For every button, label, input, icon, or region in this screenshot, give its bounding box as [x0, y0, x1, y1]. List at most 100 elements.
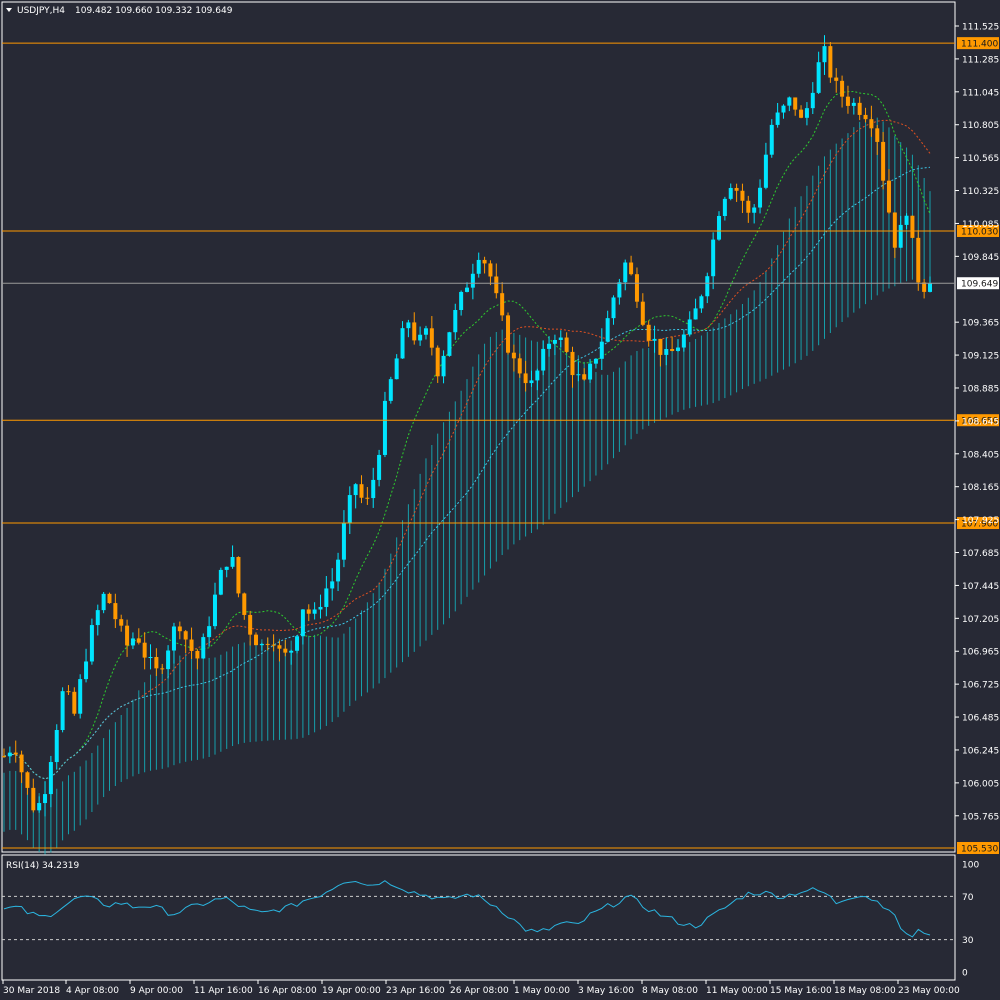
candle: [224, 566, 229, 578]
candle: [148, 644, 153, 670]
candle-body: [19, 754, 24, 773]
candle: [130, 632, 135, 650]
candle-body: [166, 650, 171, 670]
candle: [242, 592, 247, 620]
candle-body: [394, 358, 399, 380]
candle-body: [207, 626, 212, 638]
candle-body: [881, 141, 886, 181]
candle-body: [482, 259, 487, 264]
candle-body: [37, 803, 42, 811]
y-tick-label: 111.045: [962, 88, 999, 98]
candle-body: [201, 637, 206, 659]
candle: [418, 326, 423, 346]
candle-body: [406, 322, 411, 329]
candle: [781, 104, 786, 119]
candle: [377, 449, 382, 487]
y-tick-label: 107.205: [962, 615, 999, 625]
candle: [312, 602, 317, 620]
candle: [43, 781, 48, 817]
candle-body: [793, 97, 798, 110]
candle-body: [347, 495, 352, 523]
y-tick-label: 110.565: [962, 154, 999, 164]
candle-body: [470, 273, 475, 288]
candle: [681, 329, 686, 352]
horizontal-levels[interactable]: 111.400 110.030 108.650 107.900 105.530 109.6…: [2, 37, 999, 855]
candle-body: [857, 102, 862, 115]
candle: [828, 41, 833, 83]
y-tick-label: 110.325: [962, 187, 999, 197]
candle-body: [523, 373, 528, 384]
candle-body: [722, 198, 727, 216]
x-tick-label: 23 May 00:00: [898, 986, 960, 996]
y-tick-label: 111.285: [962, 55, 999, 65]
level-label: 110.030: [961, 227, 998, 237]
y-tick-label: 108.405: [962, 450, 999, 460]
level-label: 105.530: [961, 845, 998, 855]
candle: [283, 639, 288, 657]
candle: [675, 339, 680, 352]
candle: [7, 746, 12, 764]
candle-body: [365, 497, 370, 499]
candle: [652, 325, 657, 353]
candle-body: [171, 626, 176, 651]
candle: [254, 632, 259, 646]
ma-cyan-line: [3, 166, 931, 780]
candle: [541, 340, 546, 376]
candle: [459, 290, 464, 316]
candle-body: [2, 756, 6, 758]
level-tag: [957, 842, 999, 854]
candle: [746, 195, 751, 223]
candle-body: [781, 105, 786, 113]
candle: [277, 640, 282, 662]
candle: [758, 179, 763, 214]
candle: [300, 609, 305, 645]
candle: [447, 331, 452, 357]
candle: [886, 169, 891, 214]
candle: [699, 294, 704, 313]
candle-body: [148, 657, 153, 659]
candle-body: [353, 484, 358, 496]
candle-body: [78, 679, 83, 714]
current-price-label: 109.649: [961, 280, 998, 290]
candle: [687, 311, 692, 337]
candle-body: [277, 645, 282, 649]
x-tick-label: 11 May 00:00: [706, 986, 768, 996]
candle-body: [570, 351, 575, 376]
candle-body: [822, 46, 827, 63]
symbol-dropdown-icon[interactable]: [6, 8, 12, 12]
candle-body: [576, 374, 581, 376]
candle-body: [529, 380, 534, 384]
level-label: 111.400: [961, 40, 998, 50]
candle: [31, 778, 36, 813]
x-tick-label: 3 May 16:00: [578, 986, 634, 996]
candle: [341, 510, 346, 568]
rsi-pane[interactable]: [1, 854, 956, 981]
candle: [189, 627, 194, 659]
candle: [48, 755, 53, 808]
candle: [236, 556, 241, 598]
candle: [640, 293, 645, 327]
candle: [382, 391, 387, 458]
candle-body: [84, 661, 89, 680]
candle: [547, 336, 552, 357]
candle: [511, 344, 516, 372]
candle: [869, 105, 874, 137]
candle: [535, 368, 540, 391]
candle-body: [916, 237, 921, 283]
rsi-tick-label: 30: [962, 936, 974, 946]
time-axis: 30 Mar 2018 4 Apr 08:00 9 Apr 00:00 11 Apr …: [2, 980, 960, 996]
candle: [904, 213, 909, 229]
candle: [910, 215, 915, 239]
x-tick-label: 4 Apr 08:00: [66, 986, 119, 996]
candle-body: [611, 297, 616, 319]
candle-body: [130, 638, 135, 646]
candle-body: [265, 643, 270, 645]
candle-body: [775, 112, 780, 125]
candle: [441, 350, 446, 384]
y-tick-label: 109.845: [962, 253, 999, 263]
candle: [101, 591, 106, 614]
level-tag: [957, 414, 999, 427]
y-tick-label: 107.925: [962, 516, 999, 526]
x-tick-label: 23 Apr 16:00: [386, 986, 445, 996]
